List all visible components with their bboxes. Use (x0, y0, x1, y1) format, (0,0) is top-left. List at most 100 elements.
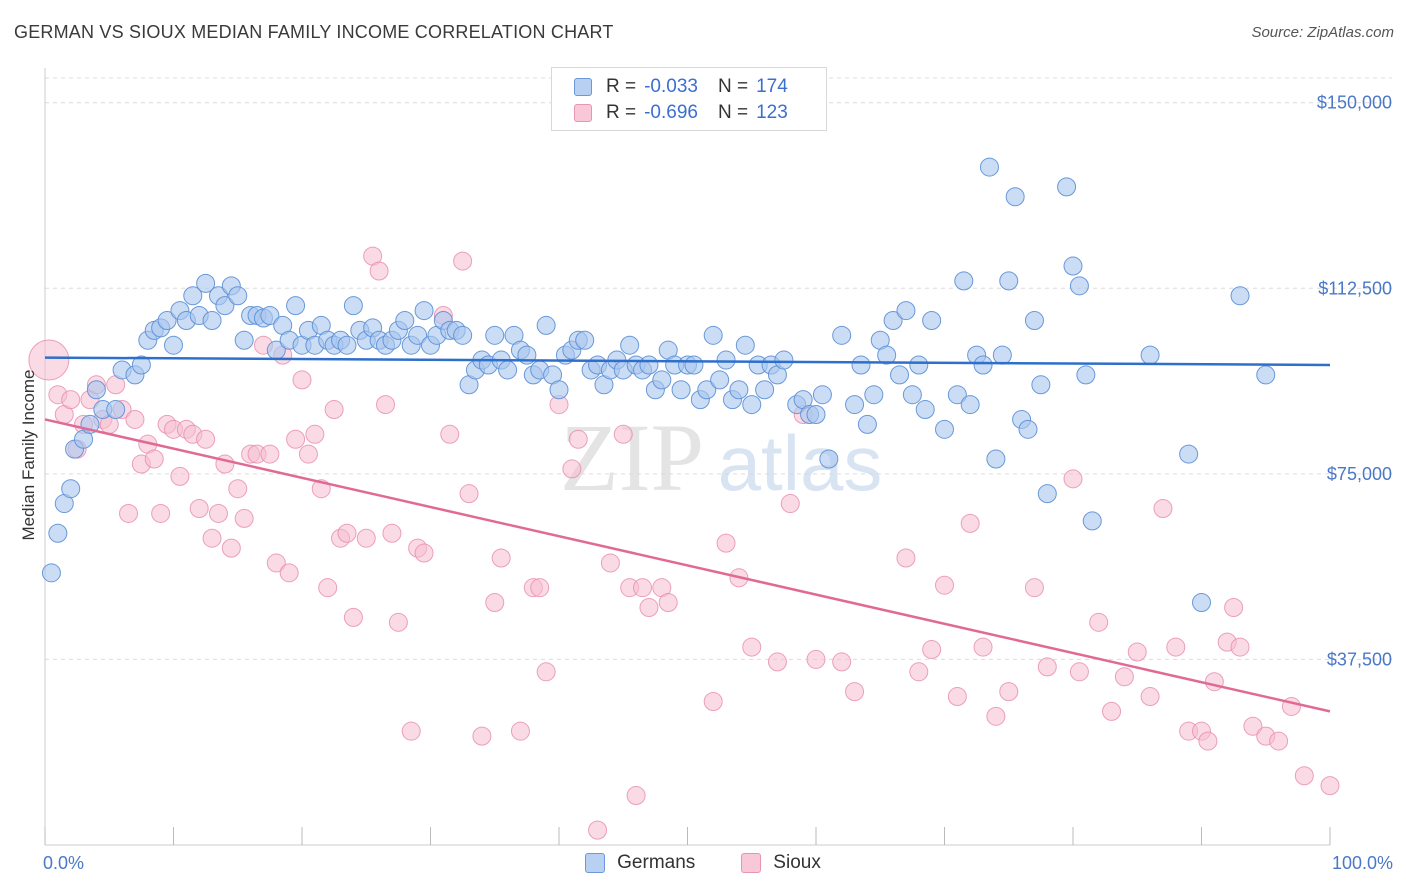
sioux-point (170, 466, 190, 486)
legend-n-label: N = (717, 102, 749, 123)
germans-point (915, 400, 935, 420)
germans-point (890, 365, 910, 385)
sioux-point (228, 479, 248, 499)
germans-point (1005, 187, 1025, 207)
germans-point (877, 345, 897, 365)
germans-point (735, 335, 755, 355)
sioux-point (639, 597, 659, 617)
sioux-point (973, 637, 993, 657)
sioux-point (742, 637, 762, 657)
germans-point (343, 296, 363, 316)
sioux-point (189, 499, 209, 519)
germans-point (1057, 177, 1077, 197)
bottom-legend-label-germans: Germans (617, 852, 696, 873)
legend: R = -0.033 N = 174 R = -0.696 N = 123 (551, 67, 827, 131)
y-axis-title: Median Family Income (19, 369, 38, 540)
germans-point (947, 385, 967, 405)
germans-point (1069, 276, 1089, 296)
sioux-point (1166, 637, 1186, 657)
germans-point (41, 563, 61, 583)
legend-n-value-sioux: 123 (756, 102, 788, 123)
sioux-point (1243, 716, 1263, 736)
sioux-point (658, 593, 678, 613)
germans-point (845, 395, 865, 415)
sioux-point (292, 370, 312, 390)
germans-point (1018, 419, 1038, 439)
germans-point (395, 310, 415, 330)
sioux-point (125, 409, 145, 429)
sioux-point (986, 706, 1006, 726)
x-tick-label: 100.0% (1332, 853, 1393, 873)
germans-point (286, 296, 306, 316)
sioux-point (633, 578, 653, 598)
germans-point (1192, 593, 1211, 613)
series-sioux (28, 246, 1340, 840)
sioux-point (119, 503, 139, 523)
germans-point (922, 310, 942, 330)
sioux-point (960, 513, 980, 533)
sioux-trend-line (44, 418, 1331, 713)
bottom-legend-swatch-germans (585, 853, 606, 873)
germans-point (819, 449, 839, 469)
sioux-point (376, 395, 396, 415)
germans-point (710, 370, 730, 390)
sioux-point (1198, 731, 1218, 751)
trend-lines (44, 356, 1331, 713)
sioux-point (780, 494, 800, 514)
sioux-point (298, 444, 318, 464)
y-tick-label: $150,000 (1317, 93, 1392, 113)
sioux-point (1127, 642, 1147, 662)
y-tick-label: $112,500 (1318, 278, 1392, 298)
germans-point (703, 325, 723, 345)
sioux-point (568, 429, 588, 449)
sioux-point (1269, 731, 1289, 751)
sioux-point (202, 528, 222, 548)
sioux-point (305, 424, 325, 444)
sioux-point (1037, 657, 1057, 677)
x-axis-labels: 0.0% 100.0% (43, 853, 1393, 873)
sioux-point (999, 682, 1019, 702)
germans-point (164, 335, 183, 355)
legend-r-value-germans: -0.033 (644, 76, 698, 97)
germans-point (684, 355, 704, 375)
germans-point (86, 380, 106, 400)
sioux-point (703, 691, 723, 711)
sioux-point (626, 786, 646, 806)
sioux-point (144, 449, 164, 469)
germans-point (697, 380, 717, 400)
germans-point (1082, 511, 1102, 531)
germans-point (1024, 310, 1044, 330)
axes (44, 68, 1331, 846)
germans-point (909, 355, 929, 375)
sioux-point (1204, 672, 1224, 692)
sioux-point (896, 548, 916, 568)
sioux-point (234, 508, 254, 528)
germans-point (1037, 484, 1057, 504)
sioux-point (1102, 701, 1122, 721)
series-germans (41, 157, 1276, 613)
bottom-legend-germans: Germans (585, 852, 695, 874)
sioux-point (909, 662, 929, 682)
germans-point (536, 315, 556, 335)
legend-row-sioux: R = -0.696 N = 123 (574, 101, 788, 125)
sioux-point (767, 652, 787, 672)
sioux-point (343, 607, 363, 627)
watermark-zip: ZIP (560, 404, 704, 511)
germans-point (453, 325, 473, 345)
sioux-point (356, 528, 376, 548)
sioux-point (806, 649, 826, 669)
germans-point (774, 350, 794, 370)
sioux-point (414, 543, 434, 563)
germans-point (260, 306, 280, 326)
sioux-point (935, 575, 954, 595)
germans-point (652, 370, 672, 390)
sioux-point (266, 553, 286, 573)
sioux-point (28, 339, 70, 381)
germans-point (864, 385, 884, 405)
germans-point (883, 310, 903, 330)
germans-point (620, 335, 640, 355)
sioux-point (536, 662, 556, 682)
germans-point (485, 325, 505, 345)
bottom-legend-sioux: Sioux (741, 852, 821, 874)
sioux-point (947, 687, 967, 707)
